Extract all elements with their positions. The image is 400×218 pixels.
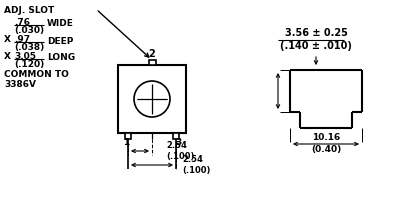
Text: 10.16: 10.16 <box>312 133 340 142</box>
Text: (.140 ± .010): (.140 ± .010) <box>280 41 352 51</box>
Bar <box>125 133 131 139</box>
Text: LONG: LONG <box>47 53 75 63</box>
Text: X: X <box>4 35 11 44</box>
Bar <box>118 65 186 133</box>
Text: ADJ. SLOT: ADJ. SLOT <box>4 6 54 15</box>
Text: X: X <box>4 52 11 61</box>
Text: (0.40): (0.40) <box>311 145 341 154</box>
Text: 2: 2 <box>149 49 155 59</box>
Circle shape <box>134 81 170 117</box>
Text: (.120): (.120) <box>14 60 44 69</box>
Text: 3.56 ± 0.25: 3.56 ± 0.25 <box>284 28 348 38</box>
Text: 2.54: 2.54 <box>182 155 203 164</box>
Text: .76: .76 <box>14 18 30 27</box>
Text: .97: .97 <box>14 35 30 44</box>
Text: (.030): (.030) <box>14 26 44 35</box>
Text: 1: 1 <box>123 138 129 147</box>
Bar <box>148 60 156 65</box>
Text: (.100): (.100) <box>166 152 194 161</box>
Text: 2.54: 2.54 <box>166 141 187 150</box>
Text: 3: 3 <box>175 138 181 147</box>
Text: 3386V: 3386V <box>4 80 36 89</box>
Bar <box>173 133 179 139</box>
Text: DEEP: DEEP <box>47 36 73 46</box>
Text: (.100): (.100) <box>182 166 210 175</box>
Text: (.038): (.038) <box>14 43 44 52</box>
Text: WIDE: WIDE <box>47 19 74 29</box>
Text: COMMON TO: COMMON TO <box>4 70 69 79</box>
Text: 3.05: 3.05 <box>14 52 36 61</box>
